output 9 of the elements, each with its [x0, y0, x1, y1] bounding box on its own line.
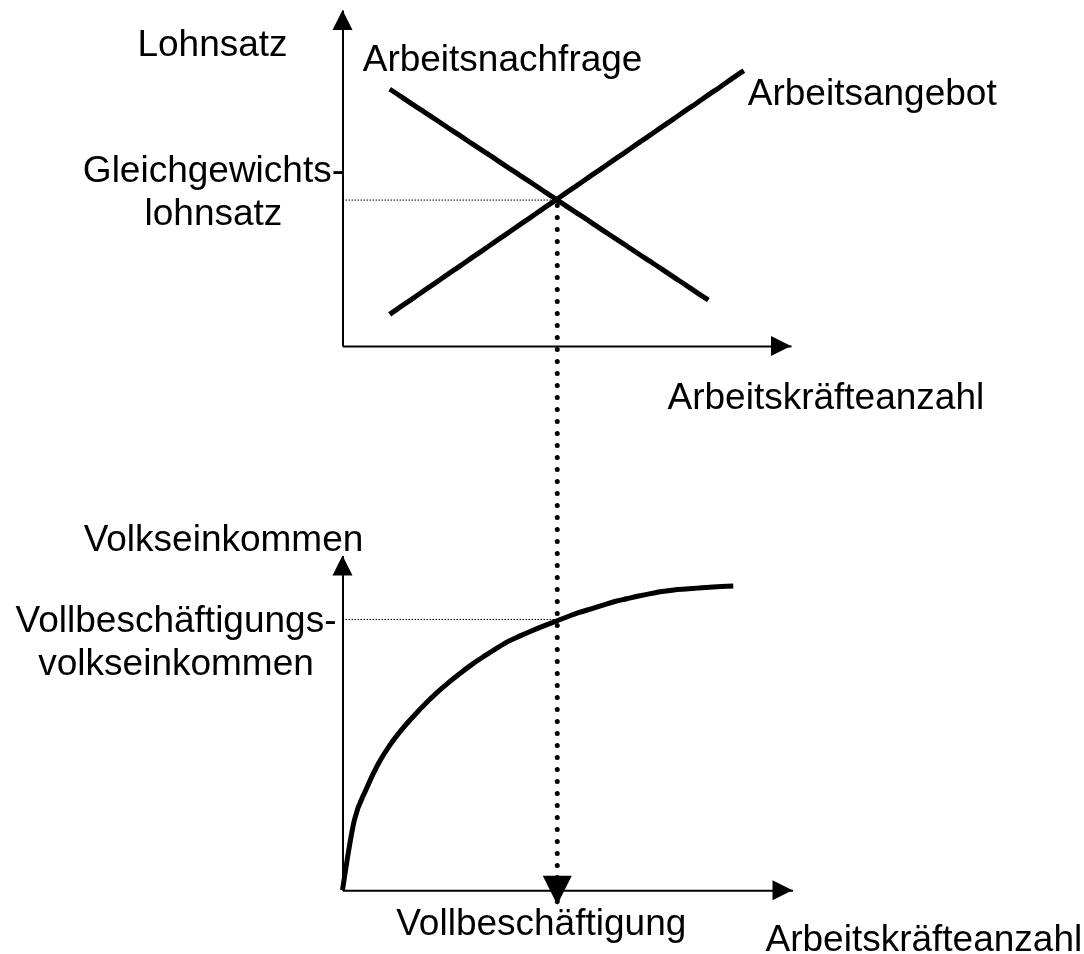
y-axis-title: Volkseinkommen [83, 518, 364, 560]
x-axis-title: Arbeitskräfteanzahl [667, 376, 985, 417]
y-axis-title: Lohnsatz [137, 22, 288, 64]
legend-label: Arbeitsnachfrage [362, 38, 643, 80]
ref-line-label: Vollbeschäftigungs- volkseinkommen [15, 599, 337, 684]
x-axis-title: Arbeitskräfteanzahl [765, 917, 1083, 954]
text: Vollbeschäftigung [396, 902, 687, 944]
series-label: Arbeitsangebot [747, 71, 998, 113]
ref-line-label: Gleichgewichts- lohnsatz [82, 149, 344, 234]
